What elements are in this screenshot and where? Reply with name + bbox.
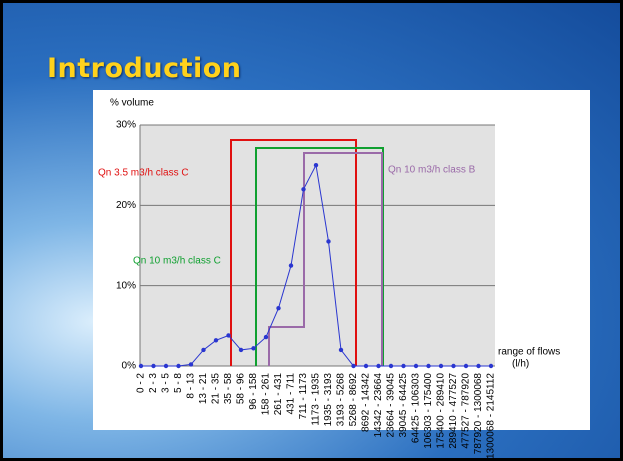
- data-point: [476, 363, 481, 369]
- x-tick-label: 477527 - 787920: [461, 373, 472, 449]
- data-point: [376, 363, 381, 369]
- y-tick-label: 0%: [122, 361, 137, 372]
- data-point: [163, 363, 169, 369]
- data-point: [326, 239, 331, 244]
- x-axis-title: range of flows: [498, 347, 560, 358]
- x-tick-label: 1173 - 1935: [311, 373, 322, 426]
- x-axis-unit: (l/h): [512, 359, 529, 370]
- data-point: [488, 363, 494, 369]
- x-tick-label: 64425 - 106303: [411, 373, 422, 444]
- x-tick-label: 158 - 261: [261, 373, 272, 416]
- annotation-box: [268, 152, 383, 366]
- annotation-label: Qn 10 m3/h class B: [388, 165, 476, 176]
- data-point: [201, 347, 206, 353]
- x-tick-label: 431 - 711: [286, 373, 297, 415]
- data-point: [188, 362, 194, 367]
- x-tick-label: 14342 - 23664: [373, 373, 384, 438]
- y-tick-label: 20%: [116, 200, 136, 211]
- x-tick-label: 13 - 21: [198, 373, 209, 405]
- data-point: [301, 187, 306, 192]
- x-tick-label: 3 - 5: [161, 373, 172, 393]
- x-tick-label: 8692 - 14342: [361, 373, 372, 432]
- data-point: [451, 363, 456, 369]
- x-tick-label: 58 - 96: [236, 373, 247, 405]
- x-tick-label: 106303 - 175400: [423, 373, 434, 449]
- annotation-label: Qn 3.5 m3/h class C: [98, 168, 189, 179]
- data-point: [313, 162, 319, 168]
- data-point: [338, 347, 344, 353]
- x-tick-label: 261 - 431: [273, 373, 284, 416]
- annotation-label: Qn 10 m3/h class C: [133, 256, 221, 267]
- data-point: [288, 263, 294, 268]
- data-point: [463, 363, 469, 369]
- annotation-box: [230, 139, 357, 366]
- x-tick-label: 1935 - 3193: [323, 373, 334, 427]
- data-point: [363, 363, 369, 369]
- x-tick-label: 3193 - 5268: [336, 373, 347, 427]
- x-tick-label: 5268 - 8692: [348, 373, 359, 427]
- data-point: [388, 363, 394, 369]
- data-point: [351, 363, 356, 369]
- y-tick-label: 10%: [116, 280, 136, 291]
- data-point: [276, 305, 281, 311]
- data-point: [138, 363, 144, 369]
- data-point: [426, 363, 431, 369]
- x-tick-label: 35 - 58: [223, 373, 234, 405]
- data-point: [176, 363, 181, 369]
- x-tick-label: 1300068 - 2145112: [486, 373, 497, 459]
- data-point: [238, 347, 244, 353]
- y-tick-label: 30%: [116, 120, 136, 131]
- data-point: [226, 333, 231, 338]
- data-point: [263, 334, 269, 340]
- data-point: [401, 363, 406, 369]
- data-point: [251, 346, 256, 351]
- slide-title: Introduction: [47, 53, 242, 84]
- x-tick-label: 0 - 2: [136, 373, 147, 393]
- data-point: [438, 363, 444, 369]
- plot-area: [140, 125, 495, 366]
- x-tick-label: 23664 - 39045: [386, 373, 397, 438]
- x-tick-label: 2 - 3: [148, 373, 159, 393]
- x-tick-label: 8 - 13: [186, 373, 197, 399]
- data-point: [213, 338, 219, 343]
- y-axis-title: % volume: [110, 98, 154, 109]
- x-tick-label: 96 - 158: [248, 373, 259, 410]
- x-tick-label: 175400 - 289410: [436, 373, 447, 449]
- x-tick-label: 711 - 1173: [298, 373, 309, 420]
- x-tick-label: 289410 - 477527: [448, 373, 459, 449]
- data-point: [151, 363, 156, 369]
- x-tick-label: 39045 - 64425: [398, 373, 409, 438]
- data-point: [413, 363, 419, 369]
- x-tick-label: 5 - 8: [173, 373, 184, 393]
- x-tick-label: 21 - 35: [211, 373, 222, 405]
- x-tick-label: 787920 - 1300068: [473, 373, 484, 455]
